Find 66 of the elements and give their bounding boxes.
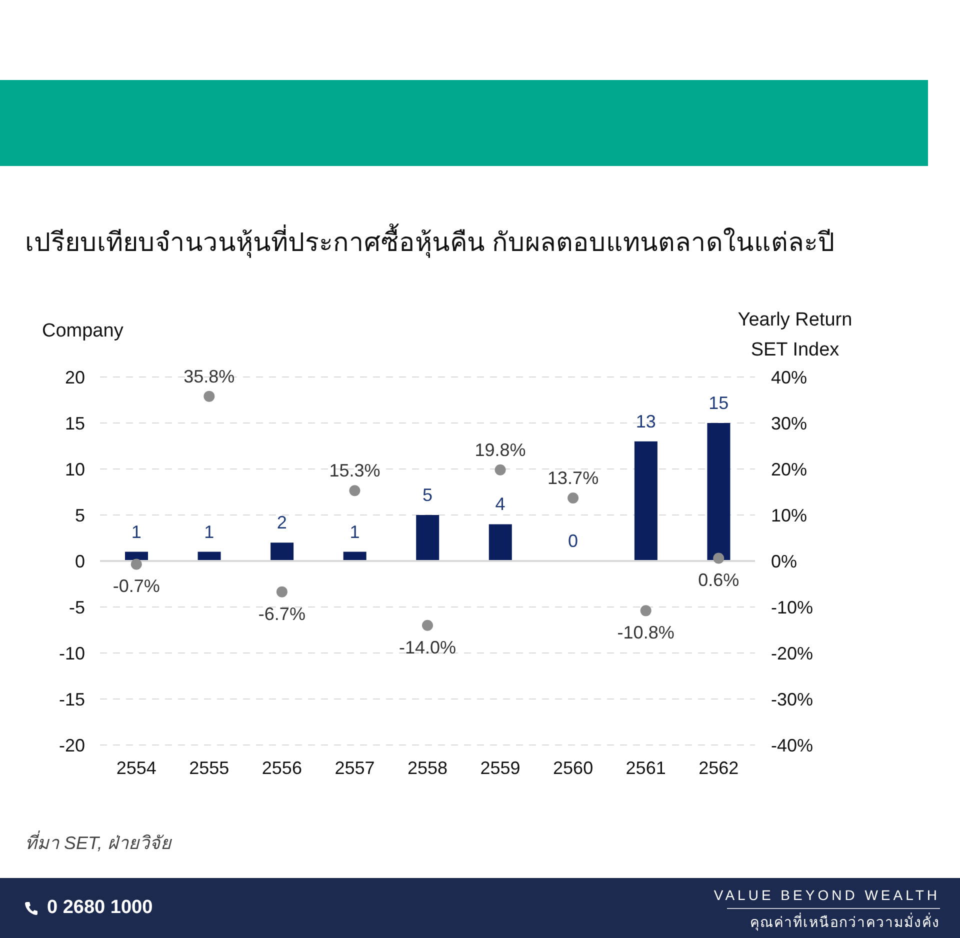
data-label: -14.0% [398, 637, 456, 658]
data-label: 1 [350, 522, 360, 542]
point [713, 552, 724, 564]
x-tick-label: 2559 [480, 758, 520, 778]
data-label: -0.7% [112, 576, 160, 596]
x-tick-label: 2556 [262, 758, 302, 778]
y2-tick-label: -40% [771, 735, 814, 756]
data-label: 1 [131, 522, 142, 542]
y-axis-title: Company [42, 320, 124, 342]
y-tick-label: 20 [64, 367, 85, 388]
y-tick-label: 10 [64, 459, 85, 480]
data-label: 5 [422, 485, 433, 505]
y-tick-label: -15 [58, 689, 85, 710]
data-label: 13.7% [548, 468, 599, 488]
data-label: 0 [568, 531, 578, 551]
bar [707, 423, 730, 561]
data-label: 15 [708, 393, 729, 413]
text: VALUE BEYOND WEALTH [714, 886, 940, 904]
y-tick-label: 5 [74, 505, 85, 526]
data-label: 1 [204, 522, 214, 542]
chart-title: เปรียบเทียบจำนวนหุ้นที่ประกาศซื้อหุ้นคืน กับผลตอบแทนตลาดในแต่ละปี [25, 222, 836, 260]
data-label: 19.8% [474, 440, 526, 460]
point [204, 390, 215, 402]
data-label: 13 [636, 411, 656, 432]
x-tick-label: 2555 [189, 758, 230, 778]
data-label: 4 [495, 494, 506, 514]
data-label: 15.3% [329, 460, 380, 481]
data-label: -6.7% [258, 604, 306, 624]
text: คุณค่าที่เหนือกว่าความมั่งคั่ง [750, 912, 940, 932]
y2-tick-label: -30% [771, 689, 814, 710]
data-label: 2 [276, 512, 287, 533]
point [640, 605, 652, 616]
x-tick-label: 2557 [334, 758, 375, 778]
text: ที่มา SET, ฝ่ายวิจัย [25, 830, 172, 855]
bar [488, 524, 512, 561]
point [349, 485, 360, 496]
data-label: 0.6% [698, 570, 740, 590]
bar [634, 441, 658, 561]
bar [270, 542, 294, 561]
y-tick-label: -10 [58, 643, 85, 664]
y-tick-label: 0 [74, 551, 85, 572]
x-tick-label: 2554 [116, 758, 156, 778]
y2-tick-label: 40% [771, 367, 808, 388]
x-tick-label: 2558 [407, 758, 448, 778]
y-tick-label: -5 [68, 597, 85, 618]
point [130, 558, 142, 570]
y2-tick-label: -20% [771, 643, 814, 664]
x-tick-label: 2560 [553, 758, 594, 778]
x-tick-label: 2561 [626, 758, 666, 778]
point [422, 620, 433, 631]
y-tick-label: -20 [58, 735, 85, 756]
text: 0 2680 1000 [47, 897, 153, 919]
y2-tick-label: 20% [771, 459, 808, 480]
y2-tick-label: -10% [771, 597, 814, 618]
y2-axis-title: Yearly Return SET Index [738, 310, 852, 360]
data-label: 35.8% [184, 366, 235, 386]
data-label: -10.8% [617, 622, 674, 643]
point [276, 586, 288, 598]
point [568, 492, 579, 504]
bar [416, 515, 440, 561]
y2-tick-label: 10% [771, 505, 808, 526]
y2-tick-label: 30% [771, 413, 808, 434]
y2-tick-label: 0% [771, 551, 798, 572]
x-tick-label: 2562 [698, 758, 739, 778]
point [494, 464, 506, 476]
y-tick-label: 15 [64, 413, 85, 434]
